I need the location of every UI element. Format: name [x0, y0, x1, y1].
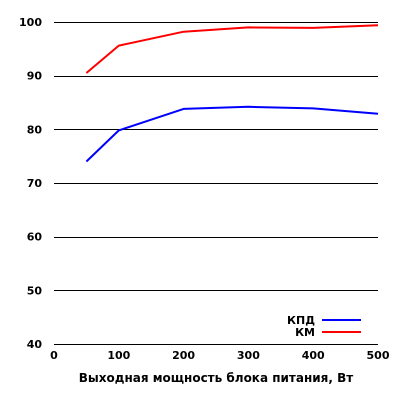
legend-label-2: КМ: [295, 326, 315, 339]
y-tick-label-100: 100: [19, 16, 42, 29]
x-tick-label-300: 300: [237, 349, 260, 362]
x-tick-label-500: 500: [367, 349, 390, 362]
x-axis-ticks: 0 100 200 300 400 500: [50, 349, 390, 362]
series-lines: [85, 24, 379, 163]
y-axis-ticks: 40 50 60 70 80 90 100: [19, 16, 42, 351]
series-line-1: [85, 105, 379, 163]
x-tick-label-0: 0: [50, 349, 58, 362]
x-tick-label-400: 400: [302, 349, 325, 362]
x-axis-label: Выходная мощность блока питания, Вт: [79, 371, 354, 385]
legend-label-1: КПД: [287, 314, 315, 327]
y-tick-label-50: 50: [27, 284, 43, 297]
gridlines: [54, 22, 378, 345]
y-tick-label-90: 90: [27, 70, 43, 83]
y-tick-label-80: 80: [27, 123, 43, 136]
x-tick-label-200: 200: [172, 349, 195, 362]
y-tick-label-60: 60: [27, 231, 43, 244]
x-tick-label-100: 100: [107, 349, 130, 362]
y-tick-label-70: 70: [27, 177, 43, 190]
y-tick-label-40: 40: [27, 338, 43, 351]
series-line-2: [85, 24, 379, 74]
